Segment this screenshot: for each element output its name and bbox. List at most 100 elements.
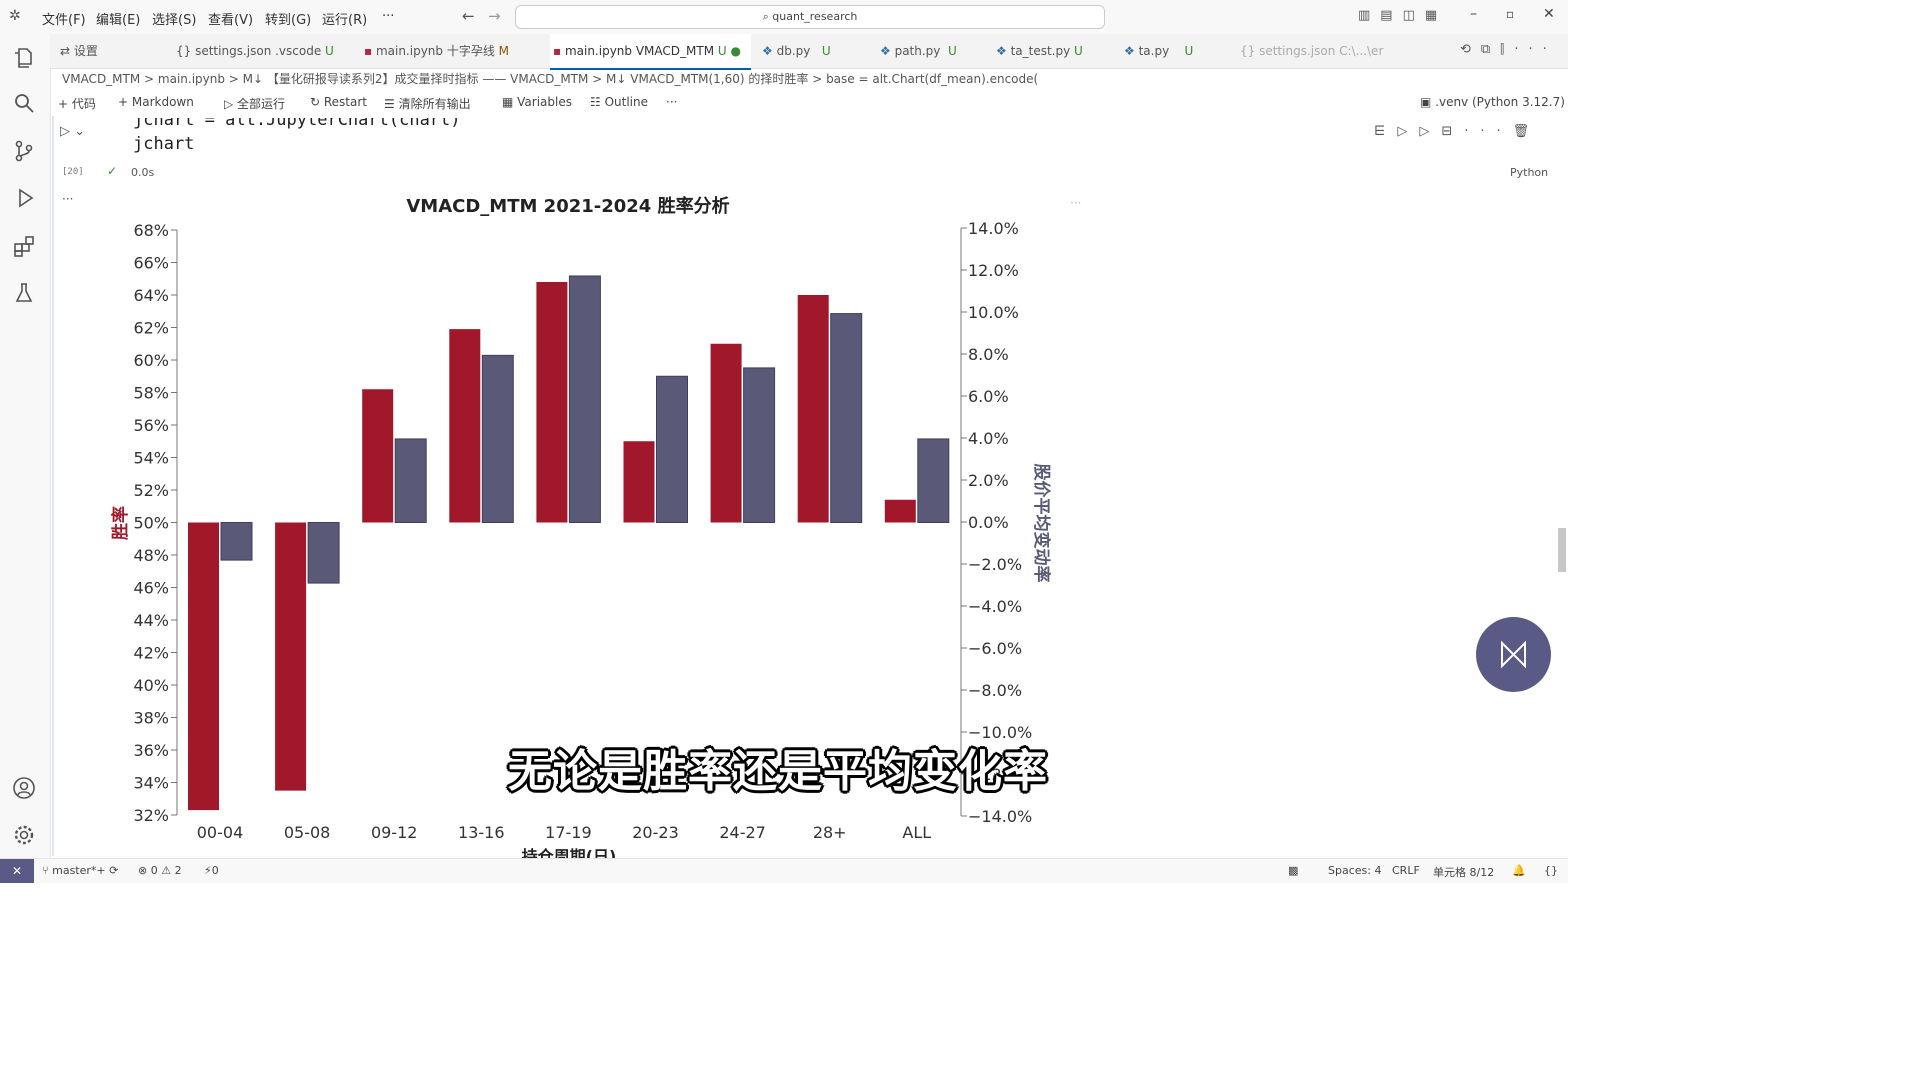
copilot-icon[interactable]: ▩ [1288, 864, 1299, 877]
left-axis-ticks: 68% 66% 64% 62% 60% 58% 56% 54% 52% 50% 48% 46% 44% 4… [133, 221, 177, 825]
left-tick-label: 32% [133, 806, 169, 825]
json-icon: {} [1240, 44, 1260, 58]
add-markdown-button[interactable]: + Markdown [118, 95, 194, 109]
restart-button[interactable]: ↻ Restart [310, 95, 368, 109]
bars [188, 275, 950, 811]
json-icon: {} [176, 44, 196, 58]
chart-title: VMACD_MTM 2021-2024 胜率分析 [406, 195, 729, 217]
code-line-2[interactable]: jchart [133, 134, 195, 154]
right-tick-label: 8.0% [968, 345, 1009, 364]
tab-main-ipynb-vmacd[interactable]: ▪ main.ipynb VMACD_MTM U ● [550, 34, 751, 70]
tab-path-py[interactable]: ❖ path.py U [880, 44, 957, 58]
variables-button[interactable]: ▦ Variables [502, 95, 572, 109]
sync-icon: ⟳ [109, 864, 119, 877]
menu-view[interactable]: 查看(V) [208, 13, 254, 28]
bar-avg-change [830, 313, 863, 524]
x-tick-label: 24-27 [719, 823, 766, 842]
right-tick-label: 6.0% [968, 387, 1009, 406]
tab-settings[interactable]: ⇄ 设置 [60, 44, 98, 58]
bar-avg-change [220, 522, 253, 561]
layout-toggle-icons[interactable]: ▥▤◫▦ [1358, 8, 1448, 23]
tab-settings-json-user[interactable]: {} settings.json C:\...\er [1240, 44, 1384, 58]
left-tick-label: 36% [133, 741, 169, 760]
source-control-icon[interactable] [10, 137, 38, 165]
tab-settings-json[interactable]: {} 设置settings.json .vscode U [176, 44, 334, 58]
eol-status[interactable]: CRLF [1392, 864, 1420, 877]
tab-db-py[interactable]: ❖ db.py U [762, 44, 831, 58]
x-tick-label: 13-16 [458, 823, 505, 842]
testing-flask-icon[interactable] [10, 279, 38, 307]
bar-win-rate [275, 522, 307, 791]
minimize-icon[interactable]: – [1470, 6, 1477, 22]
add-code-button[interactable]: + 代码 [58, 97, 96, 111]
bar-win-rate [362, 389, 394, 523]
menu-selection[interactable]: 选择(S) [152, 13, 197, 28]
outline-icon: ☷ [590, 95, 605, 109]
bar-avg-change [481, 354, 514, 523]
left-tick-label: 64% [133, 286, 169, 305]
clear-outputs-button[interactable]: ☰ 清除所有输出 [384, 97, 471, 111]
status-bar: ✕ ⑂ master*+ ⟳ ⊗ 0 ⚠ 2 ⚡0 ▩ Spaces: 4 CR… [0, 858, 1568, 883]
tab-ta-py[interactable]: ❖ ta.py U [1124, 44, 1194, 58]
x-tick-label: 09-12 [371, 823, 418, 842]
nav-forward-icon[interactable]: → [488, 7, 501, 25]
menu-go[interactable]: 转到(G) [265, 13, 312, 28]
x-axis-ticks: 00-04 05-08 09-12 13-16 17-19 20-23 24-27 28+ AL… [197, 823, 932, 842]
maximize-icon[interactable]: ▫ [1506, 7, 1515, 21]
overview-scroll-marker[interactable] [1558, 528, 1566, 572]
menu-run[interactable]: 运行(R) [322, 13, 368, 28]
right-tick-label: −8.0% [968, 681, 1022, 700]
output-more-icon[interactable]: ··· [62, 192, 74, 206]
menu-file[interactable]: 文件(F) [42, 13, 86, 28]
left-tick-label: 44% [133, 611, 169, 630]
video-subtitle: 无论是胜率还是平均变化率 [508, 746, 1048, 797]
branch-status[interactable]: ⑂ master*+ ⟳ [42, 864, 119, 877]
success-check-icon: ✓ [107, 164, 118, 178]
json-braces-icon[interactable]: {} [1544, 864, 1558, 877]
kernel-picker[interactable]: ▣ .venv (Python 3.12.7) [1420, 95, 1565, 109]
tab-ta-test-py[interactable]: ❖ ta_test.py U [996, 44, 1083, 58]
right-tick-label: 2.0% [968, 471, 1009, 490]
python-icon: ❖ [996, 44, 1011, 58]
run-all-button[interactable]: ▷ 全部运行 [224, 97, 286, 111]
notebook-toolbar: + 代码 + Markdown ▷ 全部运行 ↻ Restart ☰ 清除所有输… [50, 92, 1568, 116]
account-icon[interactable] [10, 774, 38, 802]
extensions-icon[interactable] [10, 232, 38, 260]
floating-overlay-button[interactable] [1476, 617, 1551, 692]
execution-count: [20] [62, 167, 84, 177]
bowtie-icon [1501, 640, 1526, 669]
cell-language[interactable]: Python [1510, 166, 1549, 179]
left-tick-label: 66% [133, 254, 169, 273]
run-debug-icon[interactable] [10, 184, 38, 212]
run-cell-icon[interactable]: ▷ ⌄ [60, 124, 86, 139]
bar-avg-change [656, 375, 688, 523]
bar-avg-change [307, 522, 340, 584]
right-tick-label: 4.0% [968, 429, 1009, 448]
outline-button[interactable]: ☷ Outline [590, 95, 648, 109]
menu-edit[interactable]: 编辑(E) [96, 13, 141, 28]
cell-position-status[interactable]: 单元格 8/12 [1433, 866, 1495, 879]
menu-more[interactable]: ··· [382, 9, 395, 24]
x-tick-label: 20-23 [632, 823, 679, 842]
remote-indicator[interactable]: ✕ [0, 859, 34, 883]
left-tick-label: 42% [133, 644, 169, 663]
chart-actions-icon[interactable]: ··· [1070, 196, 1082, 210]
cell-toolbar-icons[interactable]: ⋿▷▷⊟···🗑 [1374, 124, 1542, 139]
breadcrumb[interactable]: VMACD_MTM > main.ipynb > M↓ 【量化研报导读系列2】成… [62, 72, 1039, 86]
explorer-icon[interactable] [10, 44, 38, 72]
tab-main-ipynb-cross[interactable]: ▪ main.ipynb 十字孕线 M [364, 44, 510, 58]
nav-back-icon[interactable]: ← [462, 7, 475, 25]
problems-status[interactable]: ⊗ 0 ⚠ 2 [138, 864, 182, 877]
tab-actions-icons[interactable]: ⟲⧉⫿··· [1460, 42, 1557, 57]
ports-status[interactable]: ⚡0 [204, 864, 219, 877]
close-icon[interactable]: ✕ [1543, 6, 1555, 22]
indent-status[interactable]: Spaces: 4 [1328, 864, 1382, 877]
search-icon[interactable] [10, 89, 38, 117]
toolbar-more-button[interactable]: ··· [666, 95, 678, 109]
settings-gear-icon[interactable] [10, 821, 38, 849]
settings-icon: ⇄ [60, 44, 74, 58]
x-tick-label: 17-19 [545, 823, 592, 842]
code-line-1[interactable]: jchart = alt.JupyterChart(chart) [133, 110, 461, 130]
notifications-icon[interactable]: 🔔 [1512, 864, 1526, 877]
command-center-search[interactable]: ⌕ quant_research [515, 5, 1105, 29]
